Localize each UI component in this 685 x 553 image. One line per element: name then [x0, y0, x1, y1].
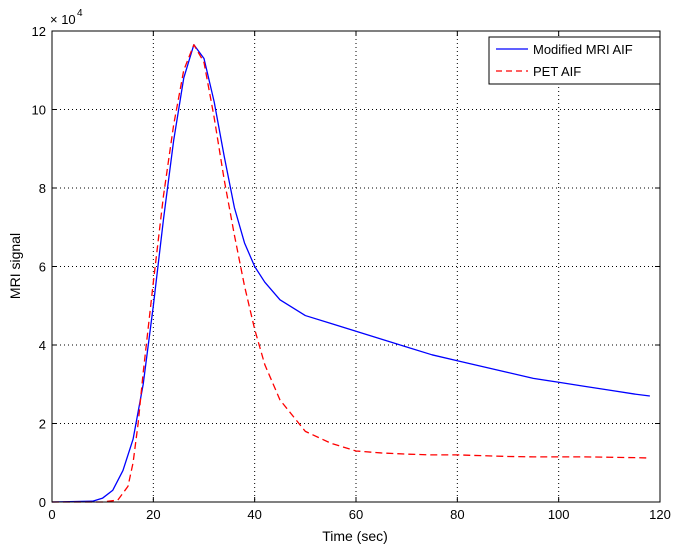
y-tick-label: 2: [39, 417, 46, 432]
y-tick-label: 8: [39, 181, 46, 196]
legend: Modified MRI AIF PET AIF: [488, 36, 661, 85]
series-line-pet-aif: [52, 44, 650, 503]
x-tick-label: 80: [450, 507, 464, 522]
series-layer: [51, 44, 650, 503]
y-tick-label: 4: [39, 338, 46, 353]
y-tick-label: 10: [32, 103, 46, 118]
x-tick-label: 60: [349, 507, 363, 522]
x-tick-label: 20: [146, 507, 160, 522]
y-axis-label: MRI signal: [7, 233, 23, 299]
legend-label-pet: PET AIF: [533, 64, 581, 79]
tick-layer: 0 20 40 60 80 100 120 0 2 4 6 8 10 12: [32, 24, 671, 522]
y-tick-label: 6: [39, 260, 46, 275]
x-tick-label: 100: [548, 507, 570, 522]
legend-label-mri: Modified MRI AIF: [533, 42, 633, 57]
y-exponent-power: 4: [77, 8, 83, 19]
legend-box: [488, 36, 661, 85]
grid-layer: [52, 31, 660, 502]
x-axis-label: Time (sec): [322, 528, 388, 544]
series-line-modified-mri-aif: [51, 44, 650, 503]
x-tick-label: 40: [247, 507, 261, 522]
x-tick-label: 120: [649, 507, 671, 522]
y-tick-label: 0: [39, 495, 46, 510]
x-tick-label: 0: [48, 507, 55, 522]
y-exponent-base: × 10: [50, 12, 76, 27]
y-tick-label: 12: [32, 24, 46, 39]
